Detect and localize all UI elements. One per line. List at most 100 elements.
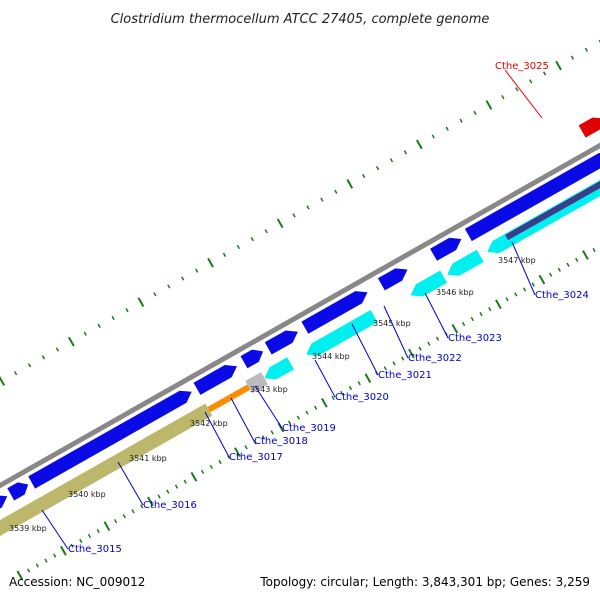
gene-leader-line — [230, 397, 255, 442]
gene-label: Cthe_3019 — [282, 423, 336, 434]
inner-tick-mark — [35, 563, 39, 568]
inner-tick-mark — [383, 366, 387, 371]
gene-leader-line — [351, 323, 379, 376]
inner-tick-mark — [470, 316, 474, 322]
scale-label: 3543 kbp — [250, 385, 288, 394]
outer-tick-mark — [97, 323, 101, 328]
gene-leader-line — [314, 359, 336, 398]
scale-label: 3544 kbp — [312, 352, 350, 361]
outer-tick-mark — [181, 276, 185, 281]
rna-feature-block — [0, 403, 213, 537]
outer-tick-mark — [27, 363, 32, 368]
inner-tick-mark — [157, 494, 161, 499]
outer-tick-mark — [416, 139, 423, 150]
gene-leader-line — [117, 461, 144, 506]
topology-text: Topology: circular; Length: 3,843,301 bp… — [259, 575, 590, 589]
inner-tick-mark — [60, 545, 67, 556]
inner-tick-mark — [113, 519, 118, 524]
backbone — [0, 142, 600, 489]
inner-tick-mark — [53, 553, 57, 558]
inner-tick-mark — [418, 346, 422, 351]
outer-tick-mark — [542, 71, 547, 76]
outer-tick-mark — [501, 95, 505, 100]
outer-tick-mark — [334, 189, 338, 194]
backbone-line — [0, 142, 600, 489]
inner-tick-mark — [401, 356, 405, 361]
gene-label: Cthe_3017 — [229, 452, 283, 463]
outer-tick-mark — [83, 331, 87, 336]
inner-tick-mark — [122, 514, 126, 519]
inner-tick-mark — [234, 447, 241, 457]
inner-tick-mark — [314, 405, 318, 410]
inner-tick-mark — [147, 496, 154, 507]
gene-leader-line — [204, 411, 230, 458]
inner-tick-mark — [348, 385, 353, 391]
scale-label: 3546 kbp — [436, 288, 474, 297]
forward-cds-arrow — [464, 153, 600, 242]
gene-leader-line — [254, 385, 283, 429]
forward-cds-arrow — [301, 291, 368, 334]
outer-tick-mark — [584, 47, 589, 52]
outer-tick-mark — [529, 79, 533, 84]
inner-tick-mark — [183, 479, 187, 484]
inner-tick-mark — [166, 489, 170, 494]
outer-tick-mark — [55, 347, 60, 352]
outer-tick-mark — [250, 236, 254, 242]
gene-label: Cthe_3024 — [535, 290, 589, 301]
gene-label: Cthe_3016 — [143, 500, 197, 511]
map-title: Clostridium thermocellum ATCC 27405, com… — [111, 12, 490, 27]
outer-tick-mark — [153, 292, 157, 297]
outer-tick-mark — [207, 257, 214, 268]
inner-tick-mark — [321, 397, 328, 408]
inner-tick-mark — [244, 445, 248, 450]
inner-tick-mark — [287, 420, 292, 425]
tick-rings — [0, 39, 600, 581]
inner-tick-mark — [16, 570, 24, 581]
inner-tick-mark — [427, 341, 431, 346]
forward-cds-arrow — [240, 349, 264, 369]
inner-tick-mark — [582, 250, 589, 260]
outer-tick-mark — [14, 371, 18, 376]
reverse-cds-arrow — [306, 310, 378, 356]
outer-tick-mark — [389, 158, 394, 163]
outer-tick-mark — [346, 179, 354, 189]
outer-tick-mark — [431, 134, 435, 139]
inner-tick-mark — [451, 324, 459, 334]
inner-tick-mark — [190, 471, 198, 482]
forward-cds-arrow — [430, 237, 462, 261]
inner-tick-mark — [548, 272, 553, 277]
inner-tick-mark — [44, 558, 48, 563]
reverse-cds-arrow — [264, 357, 294, 380]
inner-tick-mark — [209, 464, 213, 470]
inner-tick-mark — [392, 361, 396, 366]
outer-tick-mark — [292, 213, 296, 218]
forward-cds-arrow — [28, 390, 192, 489]
outer-tick-mark — [485, 100, 493, 110]
inner-tick-mark — [270, 430, 274, 435]
inner-tick-mark — [592, 247, 596, 253]
outer-tick-mark — [0, 376, 6, 386]
gene-labels: Cthe_3015 Cthe_3016 Cthe_3017 Cthe_3018 Cthe… — [41, 61, 589, 555]
inner-tick-mark — [174, 484, 179, 489]
gene-label: Cthe_3022 — [408, 353, 462, 364]
inner-tick-mark — [218, 459, 222, 465]
outer-tick-mark — [125, 307, 129, 313]
inner-tick-mark — [357, 381, 361, 386]
forward-cds-arrow — [377, 268, 408, 291]
inner-tick-mark — [514, 292, 518, 297]
outer-tick-mark — [137, 297, 145, 308]
forward-cds-arrow — [7, 482, 29, 501]
inner-tick-mark — [340, 390, 344, 396]
inner-tick-mark — [296, 415, 300, 420]
outer-tick-mark — [111, 315, 115, 321]
outer-tick-mark — [236, 244, 241, 250]
scale-label: 3540 kbp — [68, 490, 106, 499]
gene-label: Cthe_3018 — [254, 436, 308, 447]
highlight-cds-arrow — [578, 117, 600, 138]
outer-tick-mark — [515, 87, 519, 92]
gene-leader-line — [41, 509, 69, 550]
outer-tick-mark — [570, 55, 575, 60]
inner-tick-mark — [87, 533, 92, 539]
outer-tick-mark — [41, 355, 46, 360]
